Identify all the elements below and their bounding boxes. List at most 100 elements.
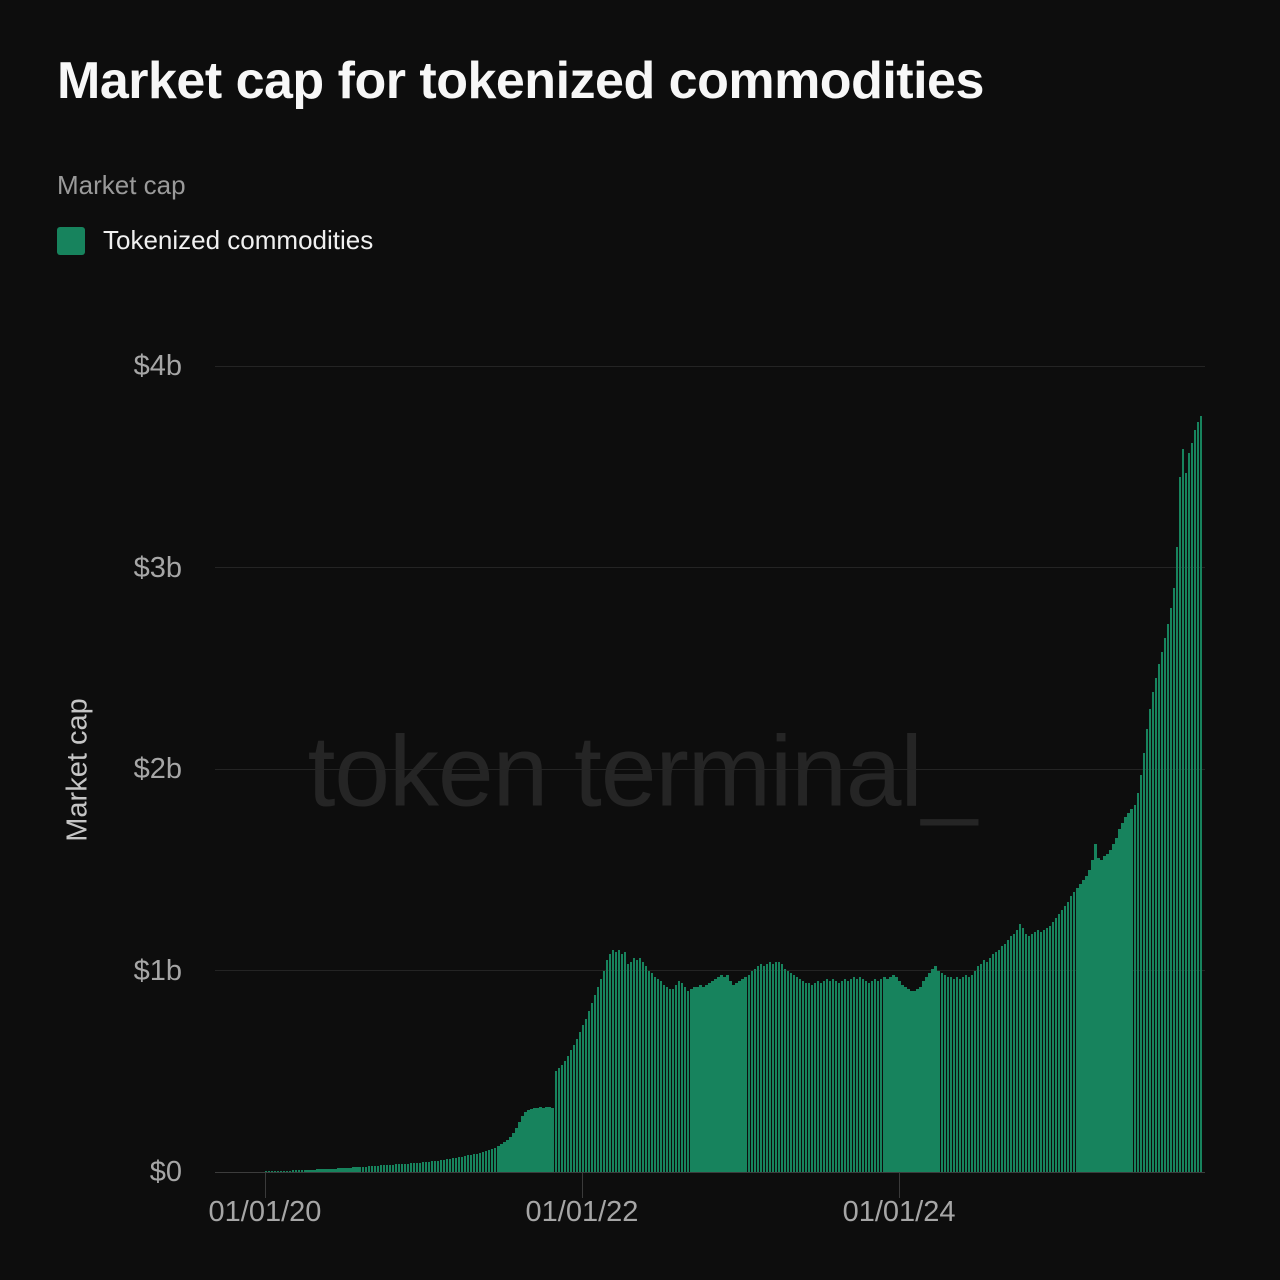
bar[interactable] <box>847 980 850 1172</box>
bar[interactable] <box>602 970 606 1172</box>
bar[interactable] <box>771 964 774 1172</box>
bar[interactable] <box>289 1170 292 1172</box>
bar[interactable] <box>804 982 808 1172</box>
bar[interactable] <box>1091 859 1094 1172</box>
bar[interactable] <box>994 952 998 1172</box>
bar[interactable] <box>1124 817 1127 1172</box>
bar[interactable] <box>949 976 952 1172</box>
bar[interactable] <box>666 986 669 1172</box>
bar[interactable] <box>563 1061 566 1172</box>
bar[interactable] <box>361 1166 364 1172</box>
bar[interactable] <box>515 1127 518 1172</box>
bar[interactable] <box>587 1010 590 1172</box>
bar[interactable] <box>442 1159 446 1172</box>
bar[interactable] <box>943 974 946 1172</box>
bar[interactable] <box>1037 930 1040 1172</box>
bar[interactable] <box>807 982 811 1172</box>
bar[interactable] <box>738 980 741 1172</box>
bar[interactable] <box>280 1170 283 1172</box>
bar[interactable] <box>1082 879 1085 1172</box>
bar[interactable] <box>458 1157 461 1172</box>
bar[interactable] <box>1196 422 1200 1172</box>
bar[interactable] <box>1148 708 1151 1172</box>
bar[interactable] <box>961 976 964 1172</box>
bar[interactable] <box>702 986 705 1172</box>
bar[interactable] <box>340 1168 343 1172</box>
bar[interactable] <box>1009 936 1013 1172</box>
bar[interactable] <box>1133 805 1136 1172</box>
bar[interactable] <box>880 978 883 1172</box>
bar[interactable] <box>596 986 600 1172</box>
bar[interactable] <box>877 980 880 1172</box>
bar[interactable] <box>762 966 765 1172</box>
bar[interactable] <box>825 978 829 1172</box>
bar[interactable] <box>958 978 961 1172</box>
bar[interactable] <box>337 1168 340 1172</box>
bar[interactable] <box>1100 859 1103 1172</box>
bar[interactable] <box>647 970 651 1172</box>
bar[interactable] <box>1064 906 1067 1172</box>
bar[interactable] <box>545 1106 548 1172</box>
bar[interactable] <box>644 966 648 1172</box>
bar[interactable] <box>1145 728 1148 1172</box>
bar[interactable] <box>524 1111 527 1172</box>
bar[interactable] <box>747 974 750 1172</box>
bar[interactable] <box>1085 875 1088 1172</box>
bar[interactable] <box>901 984 904 1172</box>
bar[interactable] <box>394 1164 397 1172</box>
bar[interactable] <box>988 958 992 1172</box>
bar[interactable] <box>925 976 928 1172</box>
bar[interactable] <box>856 978 859 1172</box>
bar[interactable] <box>705 984 708 1172</box>
bar[interactable] <box>1142 752 1145 1172</box>
bar[interactable] <box>913 990 916 1172</box>
bar[interactable] <box>286 1170 289 1172</box>
bar[interactable] <box>859 976 862 1172</box>
bar[interactable] <box>274 1171 277 1172</box>
bar[interactable] <box>828 980 832 1172</box>
bar[interactable] <box>726 974 729 1172</box>
bar[interactable] <box>783 968 786 1172</box>
bar[interactable] <box>714 978 717 1172</box>
bar[interactable] <box>792 974 796 1172</box>
bar[interactable] <box>506 1139 509 1172</box>
bar[interactable] <box>1073 891 1076 1172</box>
bar[interactable] <box>388 1164 391 1172</box>
bar[interactable] <box>448 1158 452 1172</box>
bar[interactable] <box>391 1164 394 1172</box>
bar[interactable] <box>1199 416 1203 1172</box>
bar[interactable] <box>732 984 735 1172</box>
bar[interactable] <box>1021 928 1025 1172</box>
bar[interactable] <box>572 1045 575 1172</box>
bar[interactable] <box>451 1158 455 1172</box>
bar[interactable] <box>1121 823 1124 1172</box>
bar[interactable] <box>741 978 744 1172</box>
bar[interactable] <box>491 1148 494 1172</box>
bar[interactable] <box>1157 664 1160 1172</box>
bar[interactable] <box>548 1107 551 1172</box>
bar[interactable] <box>629 962 633 1172</box>
bar[interactable] <box>334 1168 337 1172</box>
bar[interactable] <box>681 982 684 1172</box>
bar[interactable] <box>690 988 693 1172</box>
bar[interactable] <box>569 1050 572 1172</box>
bar[interactable] <box>352 1167 355 1172</box>
bar[interactable] <box>886 978 889 1172</box>
bar[interactable] <box>789 972 793 1172</box>
bar[interactable] <box>322 1169 325 1172</box>
bar[interactable] <box>479 1152 482 1172</box>
bar[interactable] <box>482 1151 485 1172</box>
bar[interactable] <box>982 960 986 1172</box>
bar[interactable] <box>937 970 940 1172</box>
bar[interactable] <box>554 1071 557 1172</box>
bar[interactable] <box>304 1169 307 1172</box>
bar[interactable] <box>412 1163 416 1172</box>
bar[interactable] <box>424 1161 428 1172</box>
bar[interactable] <box>1136 793 1139 1172</box>
bar[interactable] <box>512 1132 515 1172</box>
bar[interactable] <box>699 984 702 1172</box>
bar[interactable] <box>331 1168 334 1172</box>
bar[interactable] <box>397 1164 400 1172</box>
bar[interactable] <box>883 976 886 1172</box>
bars-container[interactable] <box>265 366 1205 1172</box>
